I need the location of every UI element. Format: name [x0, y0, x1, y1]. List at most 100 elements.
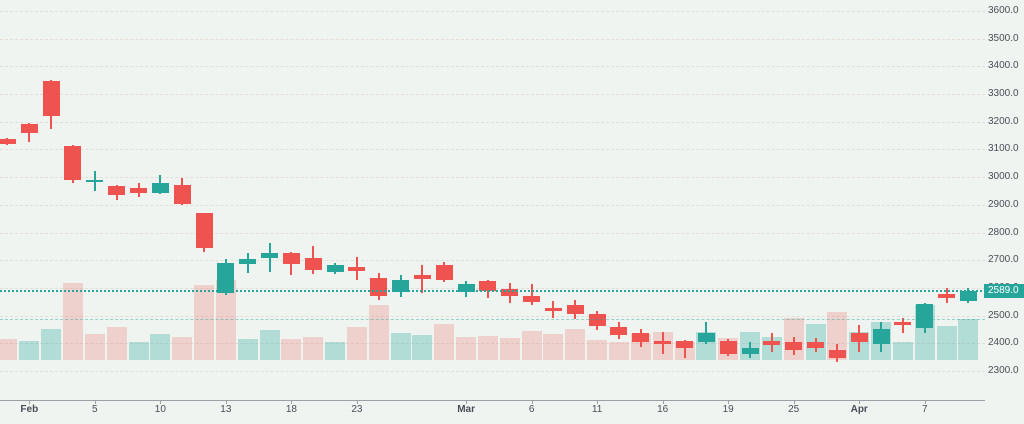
candle-up: [916, 304, 934, 329]
time-axis-tick: [466, 400, 468, 404]
chart-plot-area[interactable]: [0, 0, 1024, 400]
candle-down: [304, 258, 322, 270]
volume-bar: [172, 337, 193, 360]
candle-down: [588, 314, 606, 327]
candle-wick: [421, 264, 424, 294]
candle-down: [566, 305, 584, 315]
candle-down: [130, 187, 147, 193]
candle-wick: [705, 322, 708, 344]
candle-up: [217, 263, 235, 294]
price-tick-label: 3600.0: [988, 4, 1019, 16]
candle-down: [523, 295, 541, 303]
time-axis-tick: [859, 400, 861, 404]
candle-down: [654, 341, 672, 345]
candle-down: [544, 308, 562, 311]
grid-line: [0, 315, 985, 317]
price-tick-label: 2300.0: [988, 365, 1019, 376]
price-tick-label: 2900.0: [988, 198, 1019, 210]
candle-wick: [530, 284, 533, 306]
volume-bar: [827, 312, 848, 360]
volume-bar: [194, 285, 215, 360]
volume-bar: [936, 326, 957, 360]
candle-up: [697, 333, 715, 343]
candle-down: [938, 293, 956, 299]
time-axis-tick: [793, 400, 795, 404]
grid-line: [0, 260, 985, 262]
price-tick-label: 2700.0: [988, 254, 1019, 266]
volume-bar: [477, 336, 498, 360]
candle-down: [785, 342, 803, 350]
candle-up: [872, 328, 890, 345]
candle-down: [676, 341, 693, 349]
candle-down: [413, 274, 431, 280]
current-price-value: 2589.0: [988, 284, 1019, 296]
time-tick-label: 11: [591, 404, 603, 415]
candle-down: [501, 289, 519, 296]
price-tick-label: 2800.0: [988, 226, 1019, 238]
volume-bar: [434, 324, 455, 360]
candle-down: [632, 333, 650, 343]
volume-bar: [41, 329, 62, 360]
volume-bar: [106, 327, 127, 360]
volume-bar: [543, 334, 564, 360]
candle-down: [479, 280, 497, 291]
volume-bar: [62, 283, 83, 360]
candle-down: [64, 145, 82, 180]
time-tick-label: 5: [92, 404, 98, 415]
candle-up: [261, 253, 279, 259]
volume-bar: [19, 341, 40, 360]
volume-bar: [958, 319, 979, 360]
candle-down: [370, 277, 388, 296]
candle-down: [348, 267, 366, 271]
volume-bar: [346, 327, 367, 360]
time-tick-label: 7: [921, 404, 928, 415]
time-axis-tick: [356, 400, 358, 404]
candle-wick: [901, 318, 904, 334]
time-tick-label: 25: [788, 404, 800, 415]
current-price-label: 2589.0: [984, 283, 1024, 298]
volume-bar: [499, 338, 520, 360]
time-axis-tick: [728, 400, 730, 404]
candle-down: [850, 333, 868, 342]
volume-bar: [368, 305, 389, 360]
volume-bar: [128, 342, 149, 360]
time-tick-label: 18: [285, 404, 297, 415]
volume-bar: [412, 335, 433, 360]
candle-down: [173, 184, 191, 204]
time-tick-label: 16: [657, 404, 669, 415]
candle-up: [239, 259, 257, 265]
time-tick-label: 10: [154, 404, 166, 415]
price-tick-label: 3500.0: [988, 32, 1019, 44]
time-tick-label: Mar: [457, 404, 475, 415]
price-tick-label: 3100.0: [988, 143, 1019, 155]
candle-up: [326, 264, 344, 273]
volume-bar: [150, 334, 171, 360]
grid-line: [0, 343, 985, 345]
price-tick-label: 3400.0: [988, 60, 1019, 72]
candle-down: [42, 80, 60, 116]
candle-wick: [683, 339, 686, 358]
candle-up: [392, 279, 410, 292]
candle-down: [894, 322, 912, 325]
time-tick-label: 19: [722, 404, 734, 415]
candle-down: [763, 340, 781, 345]
time-tick-label: Apr: [850, 404, 868, 415]
candle-down: [108, 185, 126, 196]
grid-line: [0, 232, 985, 234]
candle-down: [282, 253, 300, 265]
candle-down: [20, 124, 38, 134]
volume-bar: [892, 342, 913, 360]
grid-line: [0, 94, 985, 95]
price-tick-label: 2400.0: [988, 337, 1019, 349]
secondary-price-line: [0, 319, 985, 321]
price-tick-label: 3300.0: [988, 88, 1019, 99]
price-tick-label: 2500.0: [988, 309, 1019, 321]
price-tick-label: 3000.0: [988, 171, 1019, 183]
candle-down: [610, 326, 628, 335]
volume-bar: [325, 342, 346, 360]
volume-bar: [390, 333, 411, 360]
volume-bar: [215, 280, 236, 360]
time-axis-line: [0, 400, 985, 401]
time-tick-label: 23: [351, 404, 363, 415]
grid-line: [0, 177, 985, 179]
